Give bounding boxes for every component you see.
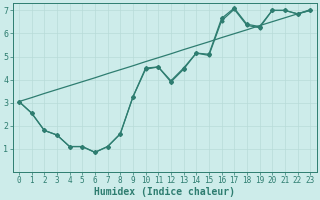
X-axis label: Humidex (Indice chaleur): Humidex (Indice chaleur) bbox=[94, 186, 235, 197]
